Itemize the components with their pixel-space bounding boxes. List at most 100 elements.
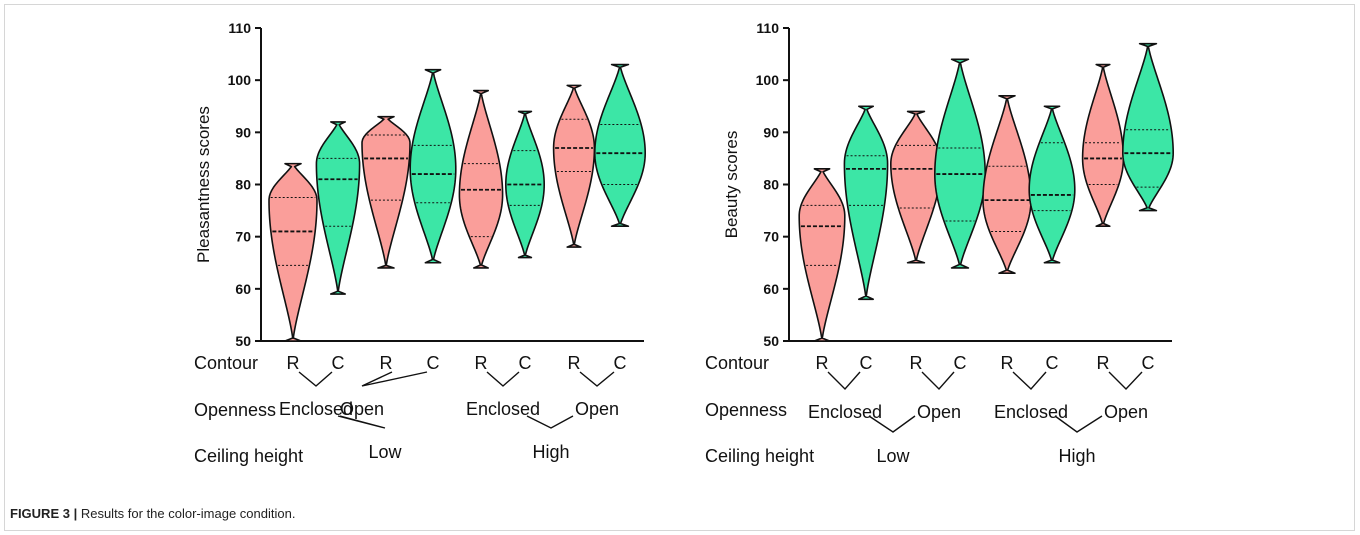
violin-4	[934, 58, 986, 269]
violin-body	[315, 121, 361, 295]
ceiling-bracket	[868, 415, 916, 433]
contour-code-label: C	[1046, 353, 1059, 373]
violin-1	[798, 168, 846, 342]
openness-label: Enclosed	[994, 402, 1068, 422]
y-tick-label: 70	[763, 229, 779, 245]
contour-code-label: R	[287, 353, 300, 373]
y-tick-label: 90	[235, 124, 251, 140]
ceiling-label: High	[1058, 446, 1095, 466]
violin-body	[934, 58, 986, 269]
violin-1	[268, 162, 318, 342]
violin-body	[505, 110, 545, 259]
violin-3	[361, 115, 411, 269]
ceiling-bracket	[337, 415, 386, 429]
violin-body	[1081, 63, 1125, 228]
openness-bracket	[921, 371, 955, 391]
contour-code-label: R	[910, 353, 923, 373]
y-tick-label: 110	[228, 20, 251, 36]
contour-code-label: C	[1142, 353, 1155, 373]
openness-bracket	[361, 371, 428, 387]
y-axis-title: Beauty scores	[722, 131, 741, 239]
openness-bracket	[1108, 371, 1143, 391]
row-label-openness: Openness	[194, 400, 276, 420]
violin-body	[798, 168, 846, 342]
violin-3	[890, 110, 942, 264]
contour-code-label: R	[816, 353, 829, 373]
violin-7	[552, 84, 596, 248]
violin-chart-2: 50 60 70 80 90 100 110 Beauty scores R C R C R C R C Enc…	[705, 20, 1174, 466]
y-tick-label: 60	[763, 281, 779, 297]
contour-code-label: C	[614, 353, 627, 373]
violin-body	[890, 110, 942, 264]
violin-body	[409, 68, 457, 264]
row-label-openness: Openness	[705, 400, 787, 420]
violin-body	[1122, 42, 1174, 212]
violin-body	[594, 63, 646, 228]
row-label-ceiling-height: Ceiling height	[194, 446, 303, 466]
ceiling-label: Low	[368, 442, 402, 462]
openness-label: Enclosed	[466, 399, 540, 419]
ceiling-bracket	[526, 415, 574, 429]
violin-body	[458, 89, 504, 269]
ceiling-label: Low	[876, 446, 910, 466]
violin-5	[982, 95, 1032, 274]
contour-code-label: R	[380, 353, 393, 373]
contour-code-label: C	[860, 353, 873, 373]
violin-6	[505, 110, 545, 259]
violin-4	[409, 68, 457, 264]
caption-label: FIGURE 3 |	[10, 506, 78, 521]
violin-2	[843, 105, 889, 301]
caption-text: Results for the color-image condition.	[80, 506, 296, 521]
contour-code-label: C	[519, 353, 532, 373]
figure-caption: FIGURE 3 | Results for the color-image c…	[10, 506, 295, 521]
y-axis-title: Pleasantness scores	[194, 106, 213, 263]
openness-bracket	[298, 371, 333, 387]
ceiling-label: High	[532, 442, 569, 462]
violin-5	[458, 89, 504, 269]
violin-body	[361, 115, 411, 269]
violin-6	[1028, 105, 1076, 264]
contour-code-label: C	[954, 353, 967, 373]
row-label-contour: Contour	[705, 353, 769, 373]
y-tick-label: 90	[763, 124, 779, 140]
contour-code-label: R	[475, 353, 488, 373]
violin-body	[552, 84, 596, 248]
row-label-contour: Contour	[194, 353, 258, 373]
y-tick-label: 70	[235, 229, 251, 245]
openness-bracket	[579, 371, 615, 387]
violin-body	[843, 105, 889, 301]
violin-8	[594, 63, 646, 228]
y-tick-label: 50	[763, 333, 779, 349]
row-label-ceiling-height: Ceiling height	[705, 446, 814, 466]
violin-2	[315, 121, 361, 295]
ceiling-bracket	[1054, 415, 1103, 433]
openness-bracket	[486, 371, 520, 387]
contour-code-label: R	[568, 353, 581, 373]
violin-body	[982, 95, 1032, 274]
openness-label: Enclosed	[808, 402, 882, 422]
openness-label: Open	[575, 399, 619, 419]
openness-label: Open	[917, 402, 961, 422]
contour-code-label: C	[427, 353, 440, 373]
y-tick-label: 100	[756, 72, 780, 88]
openness-label: Open	[1104, 402, 1148, 422]
y-tick-label: 60	[235, 281, 251, 297]
y-tick-label: 80	[763, 177, 779, 193]
violin-chart-1: 50 60 70 80 90 100 110 Pleasantness scores R C R C R…	[194, 20, 646, 466]
violin-8	[1122, 42, 1174, 212]
contour-code-label: R	[1001, 353, 1014, 373]
violin-body	[1028, 105, 1076, 264]
figure-frame	[4, 4, 1355, 531]
y-tick-label: 80	[235, 177, 251, 193]
openness-bracket	[1012, 371, 1047, 391]
openness-label: Open	[340, 399, 384, 419]
contour-code-label: R	[1097, 353, 1110, 373]
openness-bracket	[827, 371, 861, 391]
y-tick-label: 100	[228, 72, 252, 88]
violin-body	[268, 162, 318, 342]
contour-code-label: C	[332, 353, 345, 373]
openness-label: Enclosed	[279, 399, 353, 419]
y-tick-label: 110	[756, 20, 779, 36]
y-tick-label: 50	[235, 333, 251, 349]
